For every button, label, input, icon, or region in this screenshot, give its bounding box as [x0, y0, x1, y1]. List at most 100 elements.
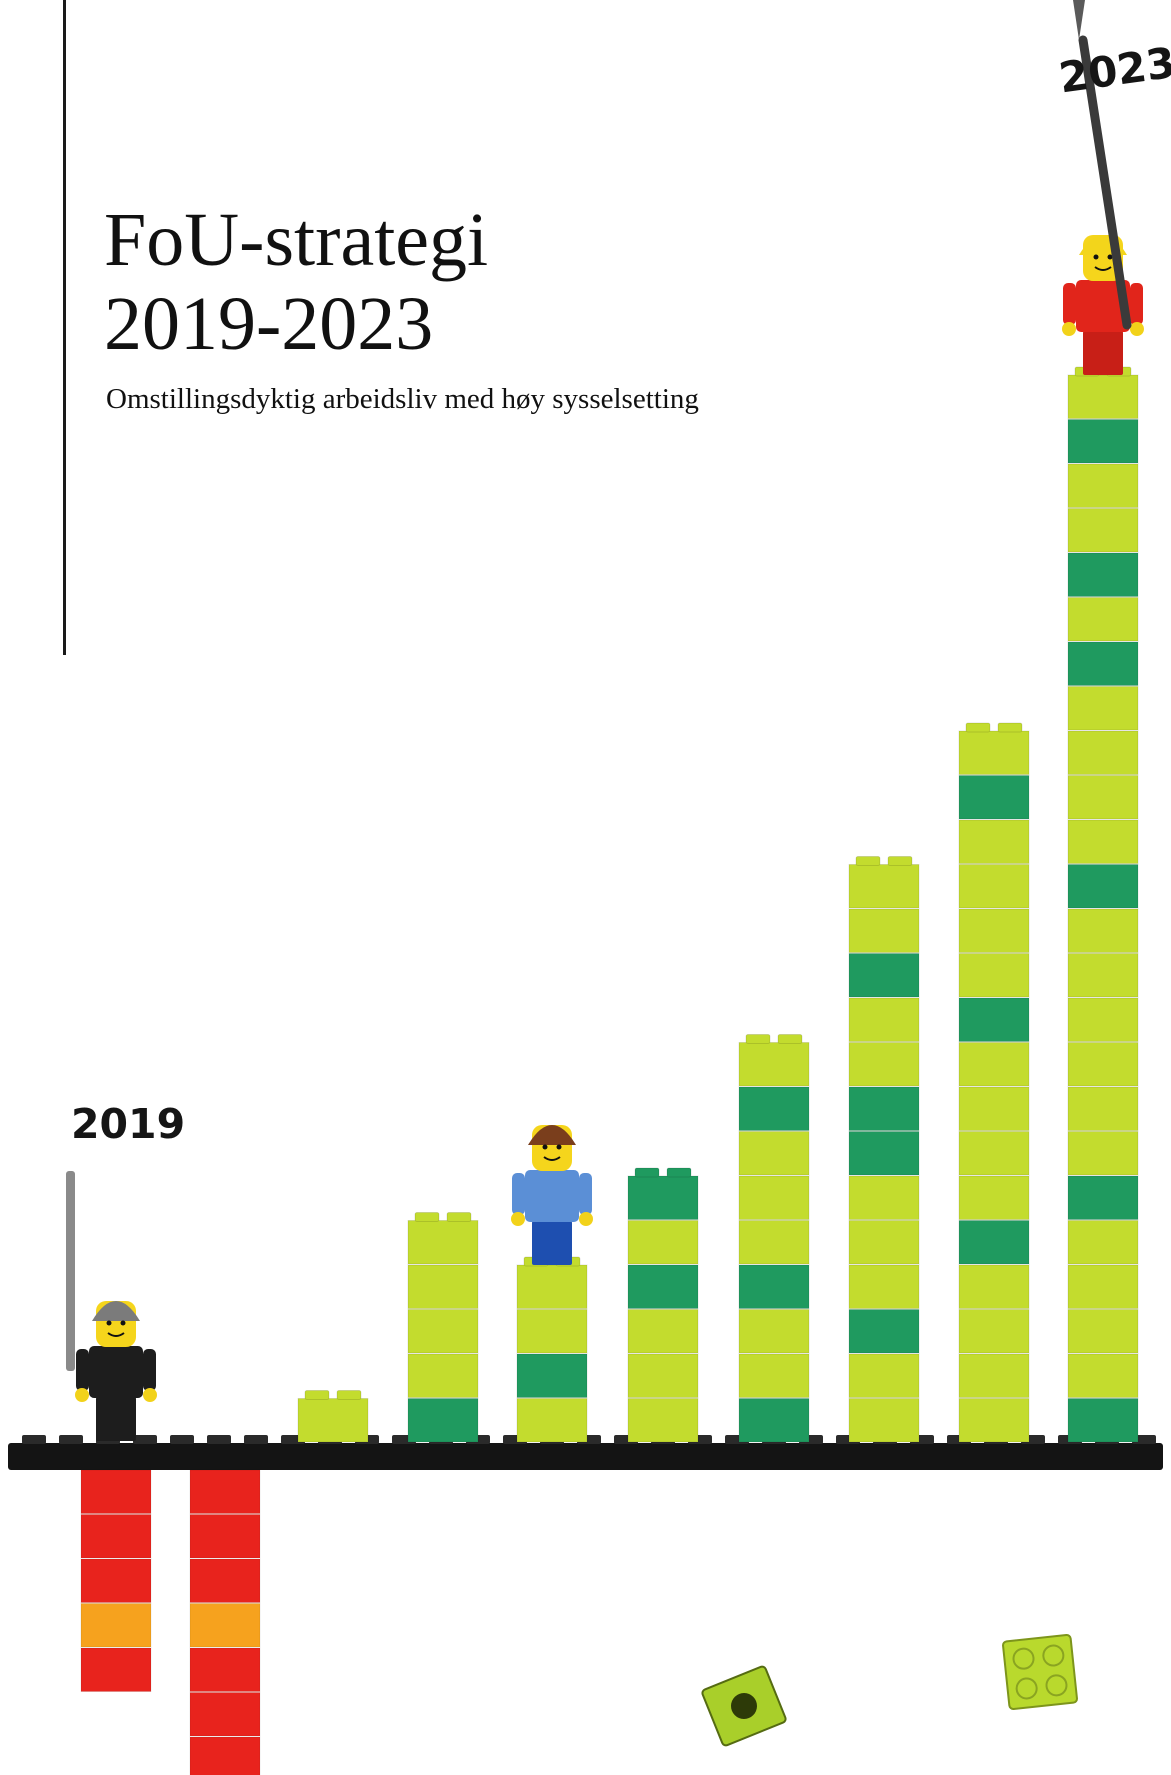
bar-top-stud — [666, 1167, 692, 1178]
loose-brick-tilted — [701, 1665, 787, 1747]
minifigure-mouth — [543, 1156, 561, 1161]
bar-brick — [407, 1309, 479, 1354]
baseplate-stud — [22, 1435, 46, 1444]
page-subtitle: Omstillingsdyktig arbeidsliv med høy sys… — [106, 383, 699, 415]
bar-brick — [189, 1558, 261, 1603]
bar-brick — [407, 1220, 479, 1265]
bar-brick — [1067, 864, 1139, 909]
bar-brick — [738, 1353, 810, 1398]
minifigure-eye — [106, 1320, 112, 1326]
bar-10 — [1067, 366, 1139, 1443]
bar-brick — [958, 997, 1030, 1042]
title-line-2: 2019-2023 — [104, 282, 434, 366]
page-title: FoU-strategi 2019-2023 — [104, 198, 488, 366]
bar-brick — [958, 1175, 1030, 1220]
bar-brick — [627, 1220, 699, 1265]
bar-brick — [407, 1353, 479, 1398]
bar-brick — [1067, 953, 1139, 998]
bar-brick — [848, 908, 920, 953]
minifigure-eye — [542, 1144, 548, 1150]
vertical-rule — [63, 0, 66, 655]
baseplate-stud — [59, 1435, 83, 1444]
bar-brick — [848, 1309, 920, 1354]
minifigure-hand — [143, 1388, 157, 1402]
flag-pole-tip — [1073, 0, 1085, 40]
bar-brick — [80, 1647, 152, 1692]
flag-pole — [1078, 35, 1132, 330]
minifigure-eye — [1107, 254, 1113, 260]
bar-brick — [1067, 552, 1139, 597]
bar-brick — [1067, 1175, 1139, 1220]
bar-brick — [297, 1398, 369, 1443]
bar-brick — [1067, 508, 1139, 553]
minifigure-hand — [75, 1388, 89, 1402]
baseplate-stud — [170, 1435, 194, 1444]
minifigure-mouth — [107, 1332, 125, 1337]
bar-brick — [80, 1603, 152, 1648]
bar-top-stud — [887, 856, 913, 866]
bar-brick — [848, 953, 920, 998]
bar-brick — [1067, 1086, 1139, 1131]
bar-6 — [627, 1167, 699, 1443]
bar-brick — [1067, 1264, 1139, 1309]
bar-9 — [958, 722, 1030, 1443]
bar-brick — [80, 1558, 152, 1603]
bar-brick — [80, 1514, 152, 1559]
loose-brick-body — [1002, 1634, 1078, 1710]
bar-top-stud — [304, 1390, 330, 1400]
loose-brick-stud — [1042, 1644, 1065, 1667]
minifigure-arm — [512, 1173, 525, 1215]
bar-brick — [738, 1131, 810, 1176]
minifigure-legs — [532, 1221, 572, 1265]
bar-brick — [738, 1175, 810, 1220]
bar-brick — [958, 819, 1030, 864]
loose-brick-hole — [731, 1693, 757, 1719]
bar-brick — [189, 1736, 261, 1775]
bar-brick — [848, 864, 920, 909]
bar-brick — [1067, 1220, 1139, 1265]
bar-brick — [738, 1086, 810, 1131]
bar-4 — [407, 1212, 479, 1443]
bar-7 — [738, 1034, 810, 1443]
bar-top-stud — [414, 1212, 440, 1222]
bar-brick — [1067, 908, 1139, 953]
bar-brick — [738, 1264, 810, 1309]
minifigure-hand — [1062, 322, 1076, 336]
bar-brick — [1067, 775, 1139, 820]
bar-brick — [516, 1309, 588, 1354]
bar-brick — [958, 953, 1030, 998]
loose-brick-square — [1002, 1634, 1078, 1710]
bar-brick — [1067, 463, 1139, 508]
bar-brick — [516, 1264, 588, 1309]
bar-top-stud — [336, 1390, 362, 1400]
bar-brick — [1067, 1131, 1139, 1176]
minifigure-legs — [96, 1397, 136, 1441]
baseplate-stud — [207, 1435, 231, 1444]
bar-8 — [848, 856, 920, 1443]
bar-top-stud — [855, 856, 881, 866]
loose-brick-stud — [1012, 1647, 1035, 1670]
sword — [66, 1171, 75, 1371]
bar-brick — [738, 1398, 810, 1443]
bar-3 — [297, 1390, 369, 1443]
minifigure-arm — [76, 1349, 89, 1391]
minifigure-hair — [92, 1301, 140, 1321]
bar-top-stud — [446, 1212, 472, 1222]
bar-brick — [1067, 597, 1139, 642]
minifigure-arm — [1130, 283, 1143, 325]
bar-brick — [189, 1647, 261, 1692]
minifigure-hand — [511, 1212, 525, 1226]
bar-top-stud — [997, 722, 1023, 733]
bar-brick — [848, 1042, 920, 1087]
bar-brick — [189, 1603, 261, 1648]
minifigure-legs — [1083, 331, 1123, 375]
bar-top-stud — [634, 1167, 660, 1178]
title-line-1: FoU-strategi — [104, 198, 489, 282]
bar-brick — [627, 1175, 699, 1220]
bar-brick — [627, 1398, 699, 1443]
bar-brick — [1067, 730, 1139, 775]
bar-brick — [189, 1692, 261, 1737]
bar-brick — [516, 1353, 588, 1398]
bar-brick — [407, 1264, 479, 1309]
